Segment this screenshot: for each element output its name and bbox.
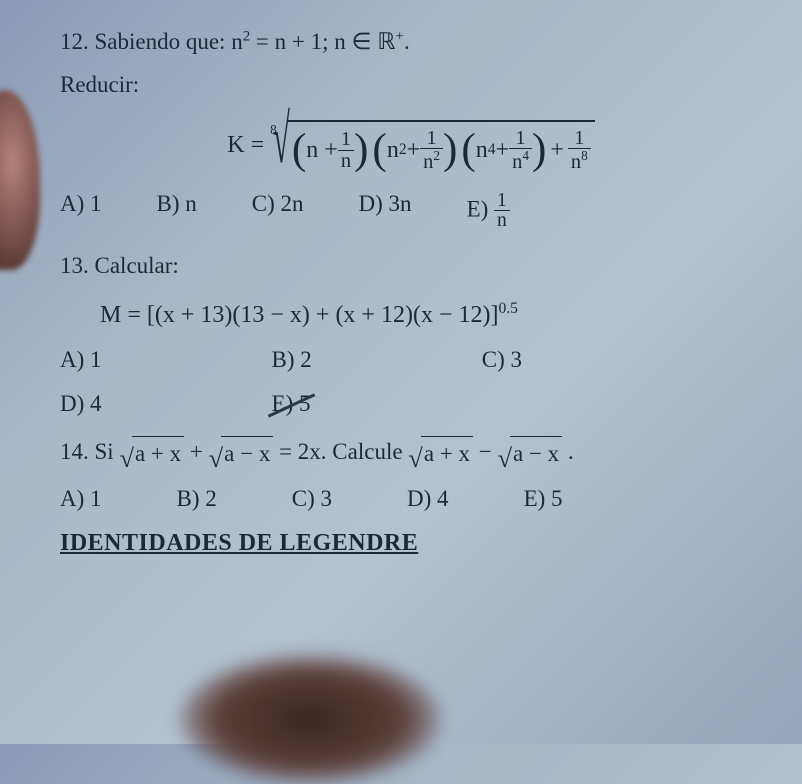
q13-formula-exp: 0.5: [498, 300, 518, 317]
q12-paren3: ( n4 + 1n4 ): [461, 128, 546, 173]
rparen-icon: ): [532, 133, 546, 168]
q14-text-a: 14. Si: [60, 439, 119, 464]
q14-sq2: a − x: [221, 436, 273, 472]
q12-frac2: 1n2: [420, 128, 443, 173]
q12-opt-e-label: E): [467, 196, 494, 221]
q14-sq1: a + x: [132, 436, 184, 472]
q12-opt-d: D) 3n: [359, 191, 412, 231]
q14-end: .: [568, 439, 574, 464]
section-heading: IDENTIDADES DE LEGENDRE: [60, 530, 762, 557]
q12-plus: +: [550, 136, 564, 165]
q14-sqrt4: √a − x: [497, 436, 562, 472]
question-13: 13. Calcular: M = [(x + 13)(13 − x) + (x…: [60, 249, 762, 418]
q14-opt-b: B) 2: [177, 486, 217, 512]
q13-opt-b: B) 2: [272, 347, 312, 373]
q12-frac1: 1n: [338, 129, 354, 171]
q12-opt-a: A) 1: [60, 191, 102, 231]
q12-t2b: +: [407, 136, 421, 165]
q12-text-b: = n + 1; n ∈ ℝ: [250, 29, 395, 54]
q13-opt-a: A) 1: [60, 347, 102, 373]
q13-options: A) 1 B) 2 C) 3: [60, 347, 762, 373]
q12-opt-e-num: 1: [494, 191, 510, 212]
q14-plus: +: [190, 439, 209, 464]
q12-t1a: n +: [306, 136, 338, 165]
q14-prompt: 14. Si √a + x + √a − x = 2x. Calcule √a …: [60, 435, 762, 471]
q13-formula: M = [(x + 13)(13 − x) + (x + 12)(x − 12)…: [100, 297, 762, 333]
lparen-icon: (: [372, 133, 386, 168]
q14-options: A) 1 B) 2 C) 3 D) 4 E) 5: [60, 486, 762, 512]
q12-opt-e-den: n: [494, 211, 510, 231]
q12-f3-num: 1: [509, 128, 532, 149]
q12-t3exp: 4: [488, 141, 496, 160]
q13-formula-a: M = [(x + 13)(13 − x) + (x + 12)(x − 12)…: [100, 302, 498, 328]
q12-radicand: ( n + 1n ) ( n2 + 1n2 ) ( n4 + 1n4 ): [288, 120, 595, 173]
q12-paren2: ( n2 + 1n2 ): [372, 128, 457, 173]
q14-sqrt1: √a + x: [119, 436, 184, 472]
lparen-icon: (: [461, 133, 475, 168]
q12-opt-e-frac: 1n: [494, 191, 510, 231]
q12-supplus: +: [396, 28, 404, 44]
q12-paren1: ( n + 1n ): [292, 129, 369, 171]
q12-text-a: 12. Sabiendo que: n: [60, 29, 243, 54]
q12-t3a: n: [476, 136, 488, 165]
q12-f3-den: n4: [509, 149, 532, 172]
q12-f3-den-exp: 4: [522, 148, 529, 163]
q14-mid: = 2x. Calcule: [279, 439, 408, 464]
radical-icon: √: [273, 105, 290, 174]
q13-opt-e: E) 5: [272, 391, 311, 417]
q12-prompt: 12. Sabiendo que: n2 = n + 1; n ∈ ℝ+.: [60, 25, 762, 60]
q14-opt-e: E) 5: [524, 486, 563, 512]
rparen-icon: ): [443, 133, 457, 168]
q14-sq3: a + x: [421, 436, 473, 472]
q12-f2-den: n2: [420, 149, 443, 172]
question-14: 14. Si √a + x + √a − x = 2x. Calcule √a …: [60, 435, 762, 511]
q12-f3-den-a: n: [512, 151, 522, 173]
q12-frac3: 1n4: [509, 128, 532, 173]
q12-t2exp: 2: [399, 141, 407, 160]
q12-f2-den-a: n: [423, 151, 433, 173]
q12-f4-den-a: n: [571, 151, 581, 173]
q12-f1-num: 1: [338, 129, 354, 150]
bottom-smudge: [180, 654, 440, 784]
q12-text-c: .: [404, 29, 410, 54]
lparen-icon: (: [292, 133, 306, 168]
q12-formula: K = 8 √ ( n + 1n ) ( n2 + 1n2 ) (: [60, 120, 762, 173]
rparen-icon: ): [354, 133, 368, 168]
q12-opt-e: E) 1n: [467, 191, 510, 231]
q13-opt-d: D) 4: [60, 391, 102, 417]
q12-f2-num: 1: [420, 128, 443, 149]
q12-opt-b: B) n: [157, 191, 197, 231]
q12-root: 8 √ ( n + 1n ) ( n2 + 1n2 ) ( n4 +: [270, 120, 595, 173]
q12-f4-den: n8: [568, 149, 591, 172]
q13-options-row2: D) 4 E) 5: [60, 391, 762, 417]
q14-opt-d: D) 4: [407, 486, 449, 512]
finger-blur: [0, 90, 40, 270]
q12-f1-den: n: [338, 151, 354, 171]
q12-f4-num: 1: [568, 128, 591, 149]
q14-opt-c: C) 3: [292, 486, 332, 512]
q12-t2a: n: [387, 136, 399, 165]
q12-opt-c: C) 2n: [252, 191, 304, 231]
q14-sq4: a − x: [510, 436, 562, 472]
q12-t3b: +: [496, 136, 510, 165]
q14-sqrt2: √a − x: [209, 436, 274, 472]
q12-frac4: 1n8: [568, 128, 591, 173]
q14-sqrt3: √a + x: [408, 436, 473, 472]
q14-minus: −: [479, 439, 498, 464]
question-12: 12. Sabiendo que: n2 = n + 1; n ∈ ℝ+. Re…: [60, 25, 762, 231]
q13-prompt: 13. Calcular:: [60, 249, 762, 284]
q12-f4-den-exp: 8: [581, 148, 588, 163]
q12-K: K =: [227, 132, 270, 158]
q12-reduce: Reducir:: [60, 68, 762, 103]
q13-opt-c: C) 3: [482, 347, 522, 373]
q14-opt-a: A) 1: [60, 486, 102, 512]
q12-options: A) 1 B) n C) 2n D) 3n E) 1n: [60, 191, 762, 231]
q12-f2-den-exp: 2: [433, 148, 440, 163]
